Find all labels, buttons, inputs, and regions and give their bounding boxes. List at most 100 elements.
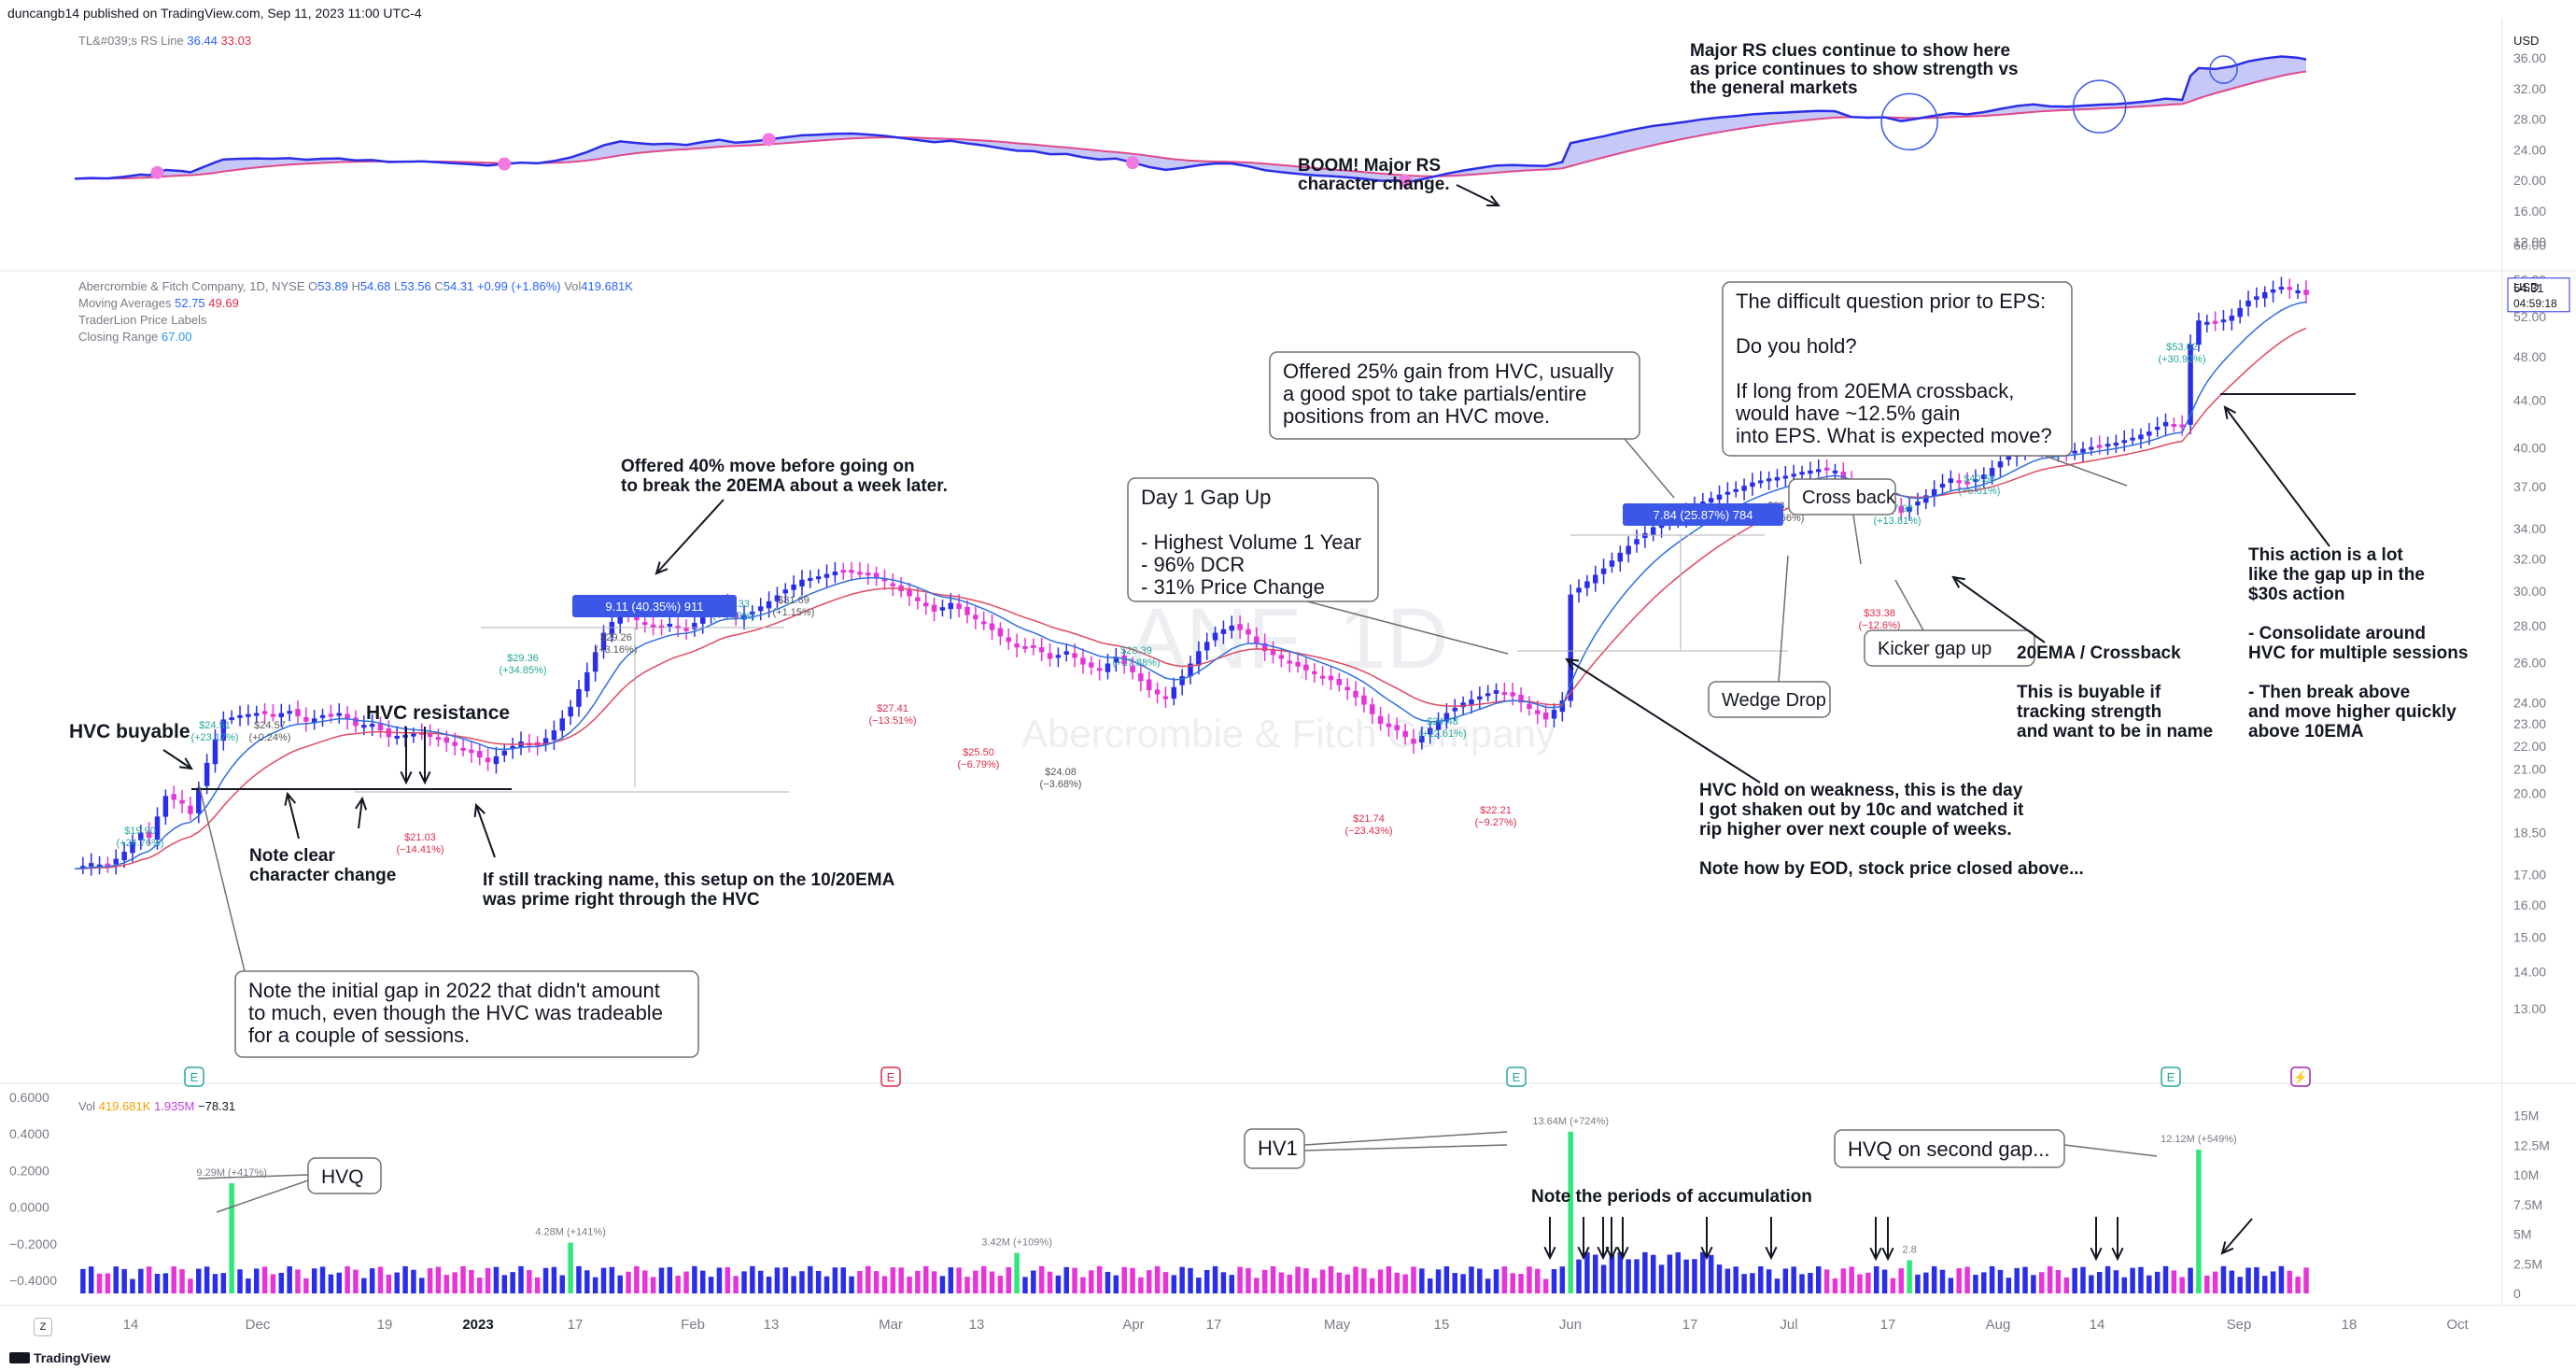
price-label: $21.74 xyxy=(1353,813,1385,825)
volume-bar xyxy=(427,1267,433,1293)
candle-body xyxy=(1758,480,1764,484)
candle-body xyxy=(105,863,111,867)
volume-bar xyxy=(2212,1271,2218,1293)
candle-body xyxy=(1501,692,1508,696)
candle-body xyxy=(1038,647,1045,653)
candle-body xyxy=(1171,686,1177,699)
volume-bar xyxy=(1997,1269,2004,1293)
ma-legend[interactable]: Moving Averages 52.75 49.69 xyxy=(78,296,239,310)
main-legend[interactable]: Abercrombie & Fitch Company, 1D, NYSE O5… xyxy=(78,278,633,346)
rs-legend[interactable]: TL&#039;s RS Line 36.44 33.03 xyxy=(78,34,251,48)
candle-body xyxy=(179,799,185,804)
price-axis-tick: 37.00 xyxy=(2513,479,2546,494)
candle-body xyxy=(1105,663,1111,672)
candle-body xyxy=(1452,707,1458,712)
candle-body xyxy=(741,614,747,620)
candle-body xyxy=(377,723,384,731)
volume-bar xyxy=(1559,1266,1566,1293)
volume-bar xyxy=(757,1270,764,1293)
price-labels-legend[interactable]: TraderLion Price Labels xyxy=(78,313,207,327)
wedge-drop-callout-frame xyxy=(1708,681,1831,718)
volume-bar xyxy=(823,1276,830,1293)
oscillator-axis-tick: −0.4000 xyxy=(9,1273,57,1288)
volume-bar xyxy=(2138,1266,2144,1293)
candle-body xyxy=(493,756,500,765)
hv1-callout-frame xyxy=(1244,1128,1305,1169)
cross-back-callout-frame xyxy=(1788,478,1896,516)
hvq-callout-line: HVQ xyxy=(321,1166,364,1188)
candle-body xyxy=(270,713,276,717)
volume-bar xyxy=(1287,1274,1292,1293)
accumulation-arrow xyxy=(1616,1217,1629,1261)
arrow-head xyxy=(2220,1241,2234,1255)
arrow-head xyxy=(1951,575,1965,588)
kicker-gap-callout: Kicker gap up xyxy=(1864,579,2035,667)
candle-body xyxy=(1915,501,1921,506)
candle-body xyxy=(973,614,978,620)
low-value: 53.56 xyxy=(401,279,431,293)
candle-body xyxy=(2254,296,2259,300)
ema-crossback-note-line: tracking strength xyxy=(2017,702,2161,722)
volume-bar xyxy=(675,1275,681,1293)
volume-bar xyxy=(1344,1274,1350,1293)
volume-bar xyxy=(311,1268,317,1293)
this-action-note-line: - Consolidate around xyxy=(2248,624,2426,643)
volume-bar xyxy=(1931,1265,1937,1293)
note-clear-change-line: Note clear xyxy=(249,846,335,866)
volume-bar xyxy=(162,1273,169,1293)
earnings-event-marker: ⚡ xyxy=(2290,1066,2311,1087)
earnings-event-marker: E xyxy=(184,1066,204,1087)
candle-body xyxy=(1435,720,1442,730)
price-label-pct: (+13.81%) xyxy=(1873,516,1921,527)
candle-body xyxy=(1411,739,1416,744)
candle-body xyxy=(808,577,813,581)
measure-box xyxy=(572,595,737,617)
volume-bar xyxy=(774,1267,781,1293)
volume-bar xyxy=(626,1271,631,1293)
oscillator-axis-tick: 0.4000 xyxy=(9,1126,49,1141)
candle-body xyxy=(964,606,970,615)
arrow-head xyxy=(1577,1246,1590,1261)
volume-bar xyxy=(518,1265,524,1293)
candle-body xyxy=(212,739,218,765)
volume-bar xyxy=(295,1269,301,1293)
candle-body xyxy=(1485,693,1491,697)
price-label-pct: (−13.51%) xyxy=(868,715,916,727)
note-initial-gap-callout-line: Note the initial gap in 2022 that didn't… xyxy=(248,979,660,1002)
published-caption: duncangb14 published on TradingView.com,… xyxy=(7,6,422,21)
rs-currency-label[interactable]: USD xyxy=(2513,34,2540,48)
candle-body xyxy=(121,852,127,861)
closing-range-legend[interactable]: Closing Range 67.00 xyxy=(78,330,192,344)
volume-bar xyxy=(1493,1269,1499,1293)
candle-body xyxy=(2196,320,2202,346)
candle-body xyxy=(956,603,962,610)
arrow-shaft xyxy=(2221,1218,2253,1254)
tradingview-icon xyxy=(9,1352,30,1363)
candle-body xyxy=(1592,574,1598,584)
volume-bar xyxy=(2303,1267,2309,1293)
candle-body xyxy=(2171,424,2177,428)
price-axis-tick: 24.00 xyxy=(2513,695,2546,710)
candle-body xyxy=(253,713,260,716)
candle-body xyxy=(1319,675,1326,679)
hvc-buyable-arrow xyxy=(162,749,193,770)
candle-body xyxy=(890,583,896,586)
wedge-drop-callout-pointer xyxy=(1778,555,1789,683)
volume-bar xyxy=(939,1276,946,1293)
volume-bar xyxy=(1832,1278,1838,1293)
volume-bar xyxy=(1022,1277,1028,1293)
scale-reset-button[interactable]: Z xyxy=(34,1318,52,1336)
volume-bar xyxy=(948,1266,954,1293)
accumulation-arrow xyxy=(1869,1217,1882,1262)
price-label-pct: (−12.6%) xyxy=(1859,620,1901,631)
volume-legend[interactable]: Vol 419.681K 1.935M −78.31 xyxy=(78,1099,236,1113)
price-currency-label[interactable]: USD xyxy=(2513,280,2540,294)
rs-legend-ma-value: 33.03 xyxy=(220,34,252,48)
annotation-arrow xyxy=(400,727,413,785)
volume-bar xyxy=(1890,1278,1896,1293)
volume-bar xyxy=(2261,1276,2268,1293)
candle-body xyxy=(1617,552,1624,562)
candle-body xyxy=(931,604,937,612)
candle-body xyxy=(2138,434,2144,440)
